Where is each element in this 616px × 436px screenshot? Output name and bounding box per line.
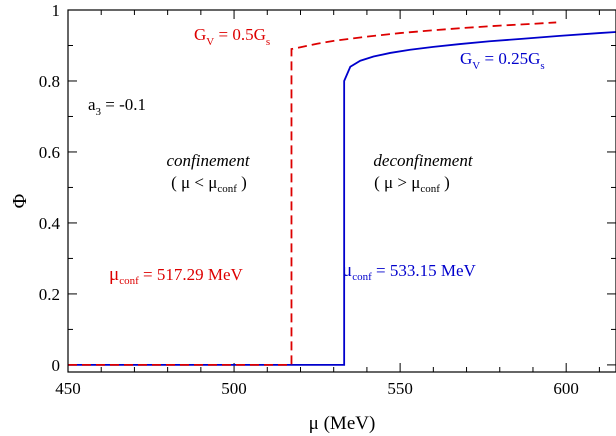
- y-tick-label: 0: [52, 356, 61, 375]
- x-tick-label: 600: [553, 379, 579, 398]
- x-axis-label: μ (MeV): [309, 413, 376, 434]
- y-tick-label: 0.2: [39, 285, 60, 304]
- plot-frame: [67, 9, 616, 373]
- confinement-condition: ( μ < μconf ): [171, 173, 247, 195]
- y-tick-label: 0.6: [39, 143, 60, 162]
- series-line-gv-0-25: [68, 31, 616, 366]
- series-group: [68, 21, 616, 366]
- series-label-gv-0-25: GV = 0.25Gs: [460, 49, 545, 72]
- y-tick-label: 0.4: [39, 214, 61, 233]
- x-tick-label: 550: [387, 379, 413, 398]
- mu-conf-label-red: μconf = 517.29 MeV: [109, 264, 243, 287]
- deconfinement-label: deconfinement: [373, 151, 473, 170]
- axis-ticks: [67, 9, 616, 372]
- y-tick-label: 0.8: [39, 72, 60, 91]
- x-tick-label: 500: [221, 379, 247, 398]
- y-tick-label: 1: [52, 1, 61, 20]
- axis-tick-labels: 450 500 550 600 0 0.2 0.4 0.6 0.8 1: [39, 1, 579, 398]
- x-tick-label: 450: [55, 379, 81, 398]
- deconfinement-condition: ( μ > μconf ): [374, 173, 450, 195]
- series-label-gv-0-5: GV = 0.5Gs: [194, 25, 270, 48]
- mu-conf-label-blue: μconf = 533.15 MeV: [342, 260, 476, 283]
- series-line-gv-0-5: [68, 21, 557, 366]
- confinement-label: confinement: [166, 151, 250, 170]
- param-annotation: a3 = -0.1: [88, 95, 146, 118]
- y-axis-label: Φ: [9, 193, 31, 208]
